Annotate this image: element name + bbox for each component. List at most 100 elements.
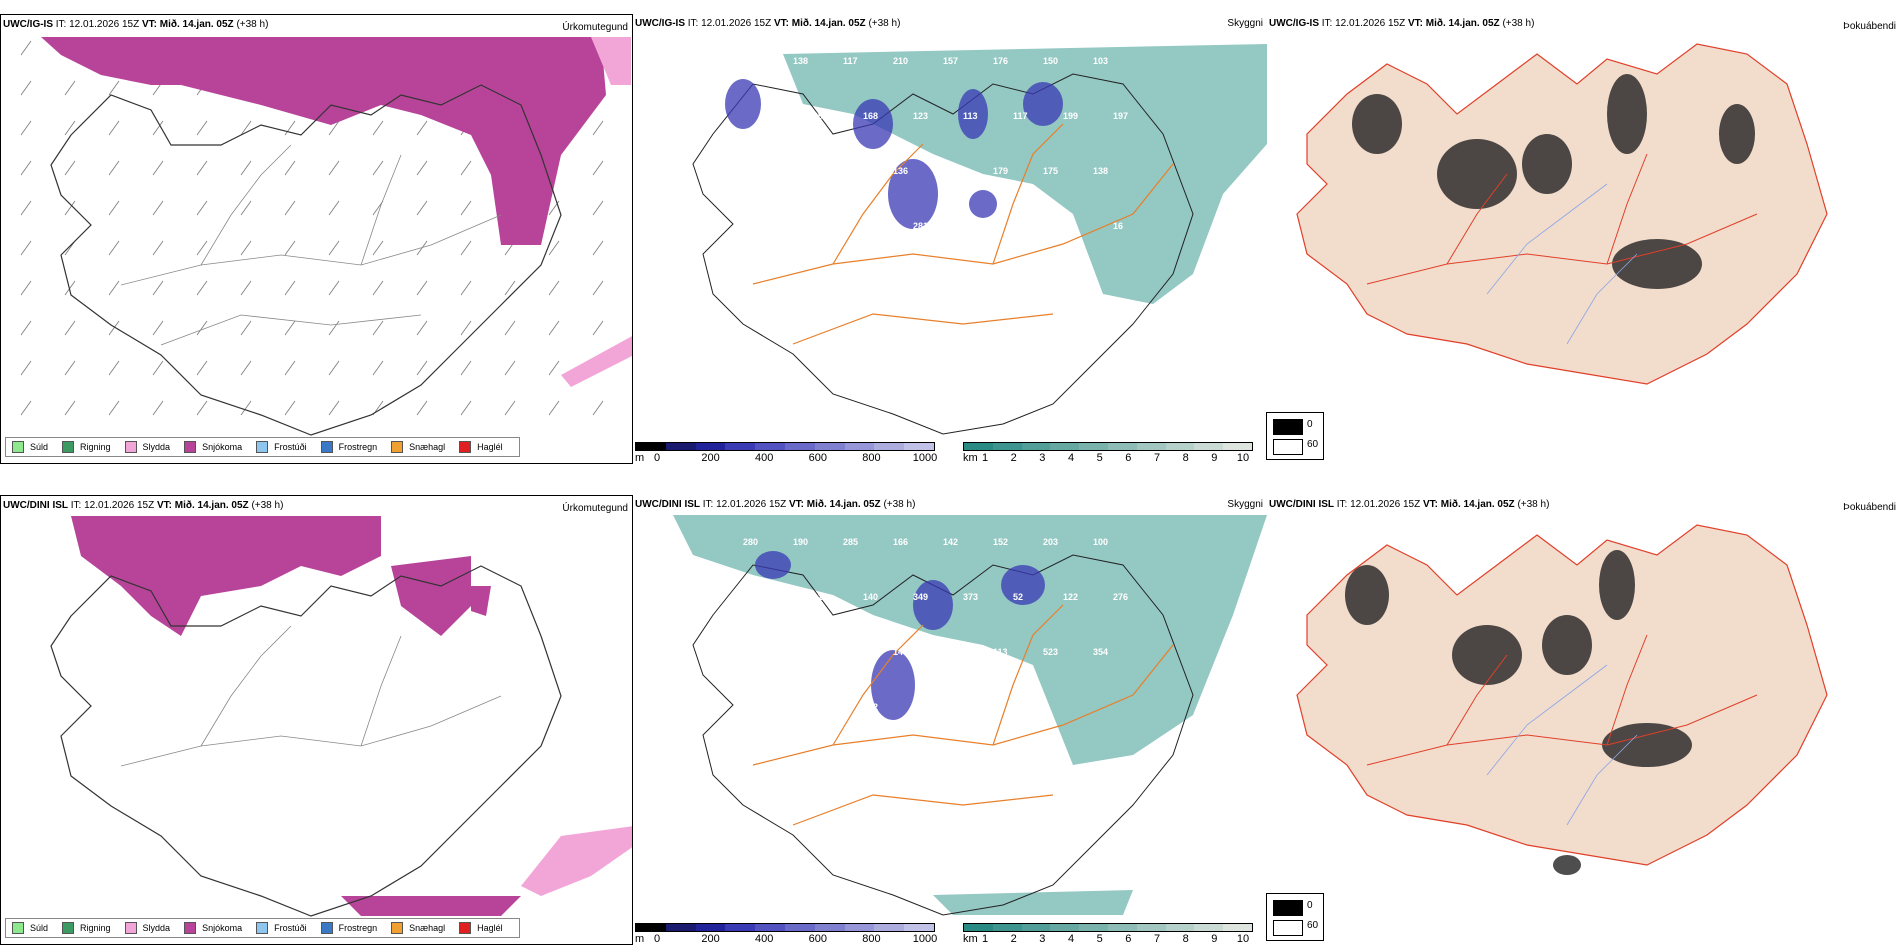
wind-barb [328, 240, 340, 256]
wind-barb [592, 320, 604, 336]
wind-barb [152, 360, 164, 376]
fog-legend-dark-swatch [1273, 900, 1303, 916]
cloud-base-value: 318 [743, 647, 758, 657]
legend-label: Snjókoma [202, 442, 243, 452]
wind-barb [460, 160, 472, 176]
precip-type-panel-ig-is: UWC/IG-IS IT: 12.01.2026 15Z VT: Mið. 14… [0, 14, 633, 464]
wind-barb [460, 360, 472, 376]
legend-label: Haglél [477, 923, 503, 933]
legend-swatch [12, 441, 24, 453]
wind-barb [328, 120, 340, 136]
cloud-base-value: 130 [793, 166, 808, 176]
colorbar-ticks: km 1 2 3 4 5 6 7 8 9 10 [963, 452, 1253, 464]
legend-label: Frostúði [274, 442, 307, 452]
legend-label: Frostregn [338, 923, 378, 933]
wind-barb [64, 80, 76, 96]
colorbar-bin [992, 924, 1022, 931]
cloud-base-value: 52 [1013, 592, 1023, 602]
wind-barb [284, 200, 296, 216]
precip-type-legend: Súld Rigning Slydda Snjókoma Frostúði Frostre… [5, 437, 520, 457]
wind-barb [284, 280, 296, 296]
colorbar-bin [1079, 924, 1108, 931]
wind-barb [548, 240, 560, 256]
colorbar-bin [1050, 443, 1080, 450]
colorbar-bin [874, 443, 905, 450]
cloud-base-value: 140 [863, 592, 878, 602]
wind-barb [416, 240, 428, 256]
wind-barb [20, 200, 32, 216]
cloud-base-value: 295 [813, 111, 828, 121]
legend-label: Haglél [477, 442, 503, 452]
legend-swatch [391, 441, 404, 453]
wind-barb [284, 160, 296, 176]
fog-legend-light-swatch [1273, 439, 1303, 455]
wind-barb [196, 400, 208, 416]
wind-barb [20, 40, 32, 56]
cloud-base-value: 106 [943, 647, 958, 657]
cloud-base-value: 100 [913, 702, 928, 712]
cloud-base-value: 142 [943, 537, 958, 547]
wind-barb [152, 320, 164, 336]
colorbar-tick-label: 8 [1182, 452, 1189, 464]
cloud-base-value: 111 [813, 592, 827, 602]
wind-barb [592, 240, 604, 256]
fog-legend-value: 0 [1307, 419, 1313, 430]
legend-swatch [184, 922, 197, 934]
legend-swatch [320, 922, 333, 934]
visibility-colorbar: km 1 2 3 4 5 6 7 8 9 10 [963, 442, 1253, 464]
cloud-base-value: 992 [863, 702, 878, 712]
colorbar-tick-label: 1 [981, 452, 989, 464]
legend-label: Súld [30, 442, 49, 452]
colorbar-strip [963, 923, 1253, 932]
colorbar-ticks: km 1 2 3 4 5 6 7 8 9 10 [963, 933, 1253, 945]
cloud-base-value: 190 [793, 537, 808, 547]
cloud-base-value: 176 [993, 56, 1008, 66]
wind-barb [152, 200, 164, 216]
wind-barb [460, 320, 472, 336]
wind-barb [416, 320, 428, 336]
wind-barb [460, 200, 472, 216]
fog-legend-dark-swatch [1273, 419, 1303, 435]
colorbar-tick-label: 800 [862, 452, 881, 464]
wind-barb [328, 360, 340, 376]
colorbar-tick-label: 1000 [912, 933, 938, 945]
colorbar-tick-label: 3 [1039, 452, 1046, 464]
wind-barb [20, 120, 32, 136]
cloud-base-value: 144 [763, 592, 778, 602]
colorbar-tick-label: 2 [1010, 933, 1017, 945]
wind-barb [196, 200, 208, 216]
colorbar-bin [1223, 924, 1252, 931]
rivers [1486, 664, 1638, 826]
legend-label: Slydda [142, 442, 171, 452]
wind-barb [460, 240, 472, 256]
cloud-base-value: 123 [913, 111, 928, 121]
wind-barb [372, 120, 384, 136]
wind-barb [240, 240, 252, 256]
road-network [752, 604, 1174, 826]
colorbar-strip [635, 923, 935, 932]
legend-swatch [256, 441, 269, 453]
legend-item: Rigning [62, 441, 111, 453]
legend-label: Frostregn [338, 442, 378, 452]
fog-index-legend: 0 60 [1266, 893, 1324, 941]
legend-item: Rigning [62, 922, 111, 934]
cloud-base-value: 203 [1043, 537, 1058, 547]
cloud-base-value: 140 [893, 647, 908, 657]
colorbar-strip [963, 442, 1253, 451]
fog-index-panel-ig-is: UWC/IG-IS IT: 12.01.2026 15Z VT: Mið. 14… [1267, 14, 1900, 464]
wind-barb [548, 360, 560, 376]
roads-red [1366, 153, 1758, 285]
rivers [1486, 183, 1638, 345]
cloud-base-colorbar: m 0 200 400 600 800 1000 [635, 923, 938, 945]
cloud-base-value: 281 [913, 221, 928, 231]
legend-item: Snæhagl [391, 441, 445, 453]
legend-label: Slydda [142, 923, 171, 933]
cloud-base-value: 166 [893, 537, 908, 547]
cloud-base-value: 354 [1093, 647, 1108, 657]
wind-barb [64, 400, 76, 416]
fog-legend-value: 60 [1307, 920, 1319, 931]
visibility-map: 825 138 117 210 157 176 150 103 158 295 168 123 113 1… [692, 44, 1267, 435]
wind-barb [64, 360, 76, 376]
colorbar-tick-label: 0 [653, 933, 661, 945]
teal-fog-area [673, 515, 1267, 765]
